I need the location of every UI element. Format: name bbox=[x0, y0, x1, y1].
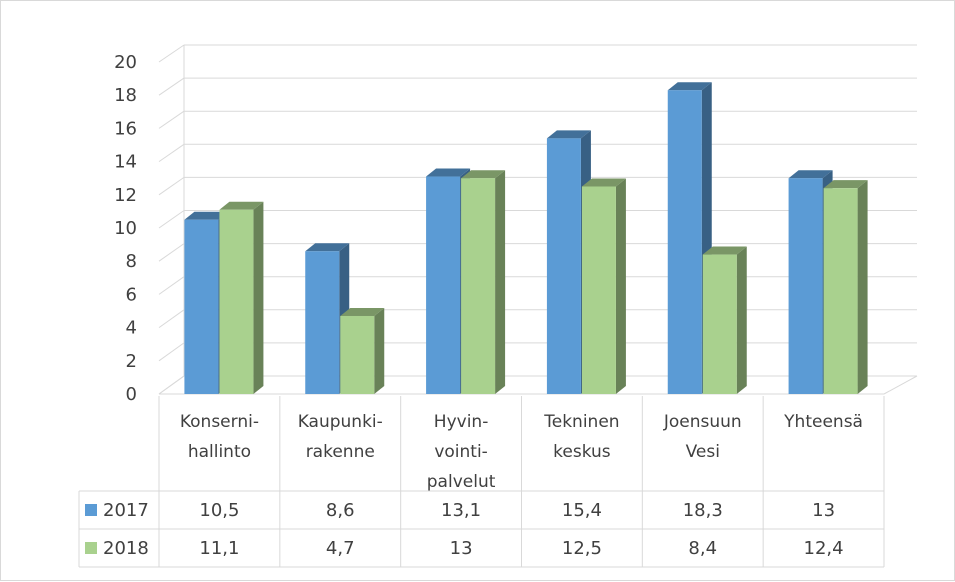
category-label: Joensuun bbox=[663, 412, 742, 432]
bar-top-2017 bbox=[667, 82, 712, 91]
bar-2017 bbox=[788, 178, 823, 394]
side-wall-gridline bbox=[158, 309, 185, 329]
bar-2018 bbox=[340, 315, 375, 394]
legend-key-2018 bbox=[85, 542, 97, 554]
side-wall-gridline bbox=[158, 176, 185, 196]
data-value-label: 12,5 bbox=[562, 538, 602, 559]
bar-top-2018 bbox=[461, 170, 506, 179]
side-wall-gridline bbox=[158, 342, 185, 362]
category-label: Konserni- bbox=[180, 412, 259, 432]
y-tick-label: 14 bbox=[114, 152, 137, 173]
bar-2018 bbox=[219, 209, 254, 394]
bar-top-2017 bbox=[788, 170, 833, 179]
data-value-label: 13 bbox=[450, 538, 473, 559]
data-value-label: 12,4 bbox=[804, 538, 844, 559]
category-label: palvelut bbox=[427, 472, 496, 492]
data-value-label: 13 bbox=[812, 500, 835, 521]
bar-top-2017 bbox=[305, 243, 350, 252]
bar-top-2018 bbox=[219, 201, 264, 210]
category-label: vointi- bbox=[434, 442, 487, 462]
data-value-label: 18,3 bbox=[683, 500, 723, 521]
y-tick-label: 20 bbox=[114, 52, 137, 73]
bar-2018 bbox=[461, 178, 496, 394]
bar-2018 bbox=[702, 254, 737, 394]
side-wall-gridline bbox=[158, 44, 185, 63]
bar-2017 bbox=[667, 90, 702, 394]
y-tick-label: 18 bbox=[114, 85, 137, 106]
bar-side-2018 bbox=[857, 180, 868, 394]
y-tick-label: 12 bbox=[114, 185, 137, 206]
bar-top-2018 bbox=[702, 246, 747, 255]
bar-side-2018 bbox=[374, 307, 385, 394]
bar-top-2018 bbox=[823, 180, 868, 189]
legend-key-2017 bbox=[85, 504, 97, 516]
category-label: rakenne bbox=[306, 442, 375, 462]
side-wall-gridline bbox=[158, 77, 185, 96]
category-label: Hyvin- bbox=[434, 412, 489, 432]
data-value-label: 8,6 bbox=[326, 500, 355, 521]
y-tick-label: 16 bbox=[114, 118, 137, 139]
y-tick-label: 0 bbox=[126, 384, 137, 405]
y-tick-label: 8 bbox=[126, 251, 137, 272]
floor-edge-right bbox=[883, 375, 918, 395]
bar-top-2018 bbox=[340, 307, 385, 316]
category-label: Tekninen bbox=[543, 412, 619, 432]
side-wall-gridline bbox=[158, 243, 185, 262]
bar-2017 bbox=[305, 251, 340, 394]
bar-top-2017 bbox=[184, 211, 229, 220]
bar-top-2017 bbox=[546, 130, 591, 139]
y-tick-label: 6 bbox=[126, 284, 137, 305]
y-tick-label: 10 bbox=[114, 218, 137, 239]
series-name: 2017 bbox=[103, 500, 149, 521]
data-value-label: 10,5 bbox=[199, 500, 239, 521]
category-label: Yhteensä bbox=[783, 412, 863, 432]
data-value-label: 8,4 bbox=[688, 538, 717, 559]
side-wall-gridline bbox=[158, 210, 185, 229]
bar-top-2017 bbox=[426, 168, 471, 177]
y-tick-label: 4 bbox=[126, 318, 137, 339]
bar-2018 bbox=[823, 188, 858, 394]
bar-2017 bbox=[184, 219, 219, 394]
bar-side-2018 bbox=[736, 246, 747, 394]
category-label: keskus bbox=[553, 442, 611, 462]
data-value-label: 11,1 bbox=[199, 538, 239, 559]
side-wall-gridline bbox=[158, 110, 185, 129]
bar-top-2018 bbox=[581, 178, 626, 187]
bar-2017 bbox=[546, 138, 581, 394]
bar-2018 bbox=[581, 186, 616, 394]
y-tick-label: 2 bbox=[126, 351, 137, 372]
bar-side-2018 bbox=[495, 170, 506, 394]
category-label: Kaupunki- bbox=[298, 412, 383, 432]
category-label: Vesi bbox=[686, 442, 720, 462]
side-wall-gridline bbox=[158, 276, 185, 295]
data-value-label: 4,7 bbox=[326, 538, 355, 559]
data-value-label: 15,4 bbox=[562, 500, 602, 521]
floor-edge-left bbox=[158, 375, 185, 395]
series-name: 2018 bbox=[103, 538, 149, 559]
bar-side-2018 bbox=[615, 178, 626, 394]
category-label: hallinto bbox=[188, 442, 251, 462]
bar-side-2018 bbox=[253, 201, 264, 394]
bar-2017 bbox=[426, 176, 461, 394]
data-value-label: 13,1 bbox=[441, 500, 481, 521]
side-wall-gridline bbox=[158, 143, 185, 163]
